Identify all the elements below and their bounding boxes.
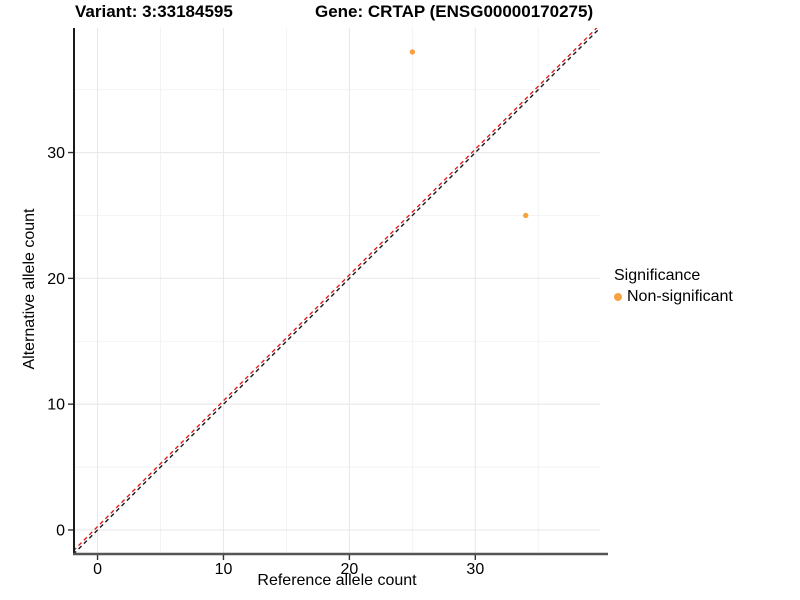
y-tick-label: 20 [47,271,65,288]
x-tick-label: 0 [93,561,102,578]
fit-line [75,28,598,551]
legend-item-non-significant: Non-significant [614,288,733,306]
data-point[interactable] [409,49,416,55]
y-axis-label: Alternative allele count [21,208,38,370]
x-tick-label: 20 [341,561,359,578]
variant-title: Variant: 3:33184595 [75,2,233,21]
x-tick-label: 30 [466,561,484,578]
y-tick-label: 30 [47,145,65,162]
gene-title: Gene: CRTAP (ENSG00000170275) [315,2,594,21]
legend-point-icon [614,293,622,301]
y-tick-label: 0 [56,522,65,539]
identity-line [75,28,600,553]
x-axis-label: Reference allele count [257,572,417,589]
legend: Significance Non-significant [614,267,733,306]
x-tick-label: 10 [215,561,233,578]
y-tick-label: 10 [47,397,65,414]
data-point[interactable] [523,212,529,219]
legend-title: Significance [614,267,701,284]
legend-item-label: Non-significant [627,288,733,305]
